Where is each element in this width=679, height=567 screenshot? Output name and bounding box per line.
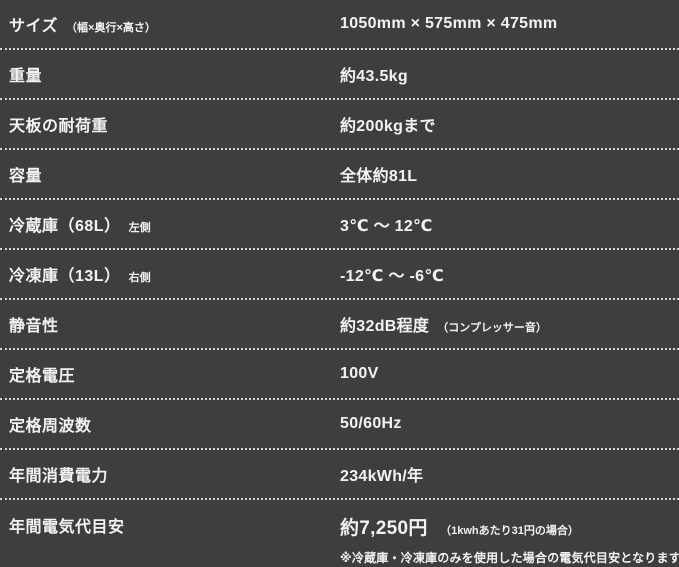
spec-value-cell: -12℃ ～ -6℃ bbox=[340, 262, 679, 286]
spec-label-note: 左側 bbox=[128, 222, 151, 234]
spec-row-annual-cost: 年間電気代目安 約7,250円 （1kwhあたり31円の場合） ※冷蔵庫・冷凍庫… bbox=[0, 500, 679, 567]
spec-label-cell: サイズ （幅×奥行×高さ） bbox=[0, 12, 340, 36]
spec-row-voltage: 定格電圧 100V bbox=[0, 350, 679, 400]
spec-row-weight: 重量 約43.5kg bbox=[0, 50, 679, 100]
spec-value-cell: 全体約81L bbox=[340, 162, 679, 186]
spec-label: 静音性 bbox=[9, 318, 59, 335]
spec-value-cell: 50/60Hz bbox=[340, 415, 679, 433]
spec-row-frequency: 定格周波数 50/60Hz bbox=[0, 400, 679, 450]
spec-label-note: （幅×奥行×高さ） bbox=[66, 22, 156, 34]
spec-label-cell: 冷凍庫（13L） 右側 bbox=[0, 262, 340, 286]
spec-label-cell: 容量 bbox=[0, 162, 340, 186]
spec-value: 全体約81L bbox=[340, 168, 418, 185]
spec-value: 1050mm × 575mm × 475mm bbox=[340, 15, 558, 32]
spec-value: -12℃ ～ -6℃ bbox=[340, 268, 444, 285]
spec-label-cell: 天板の耐荷重 bbox=[0, 112, 340, 136]
spec-label-cell: 冷蔵庫（68L） 左側 bbox=[0, 212, 340, 236]
spec-label: 定格周波数 bbox=[9, 418, 92, 435]
spec-value-cell: 234kWh/年 bbox=[340, 462, 679, 486]
spec-label-note: 右側 bbox=[128, 272, 151, 284]
spec-value: 約43.5kg bbox=[340, 68, 408, 85]
spec-row-load-capacity: 天板の耐荷重 約200kgまで bbox=[0, 100, 679, 150]
spec-label-cell: 年間電気代目安 bbox=[0, 513, 340, 537]
spec-row-annual-power: 年間消費電力 234kWh/年 bbox=[0, 450, 679, 500]
spec-value-cell: 約7,250円 （1kwhあたり31円の場合） ※冷蔵庫・冷凍庫のみを使用した場… bbox=[340, 513, 679, 566]
spec-value-note: （1kwhあたり31円の場合） bbox=[440, 525, 579, 537]
spec-label: 冷蔵庫（68L） bbox=[9, 218, 121, 235]
spec-label-cell: 定格電圧 bbox=[0, 362, 340, 386]
spec-label-cell: 定格周波数 bbox=[0, 412, 340, 436]
spec-label-cell: 年間消費電力 bbox=[0, 462, 340, 486]
spec-value-cell: 1050mm × 575mm × 475mm bbox=[340, 15, 679, 33]
spec-row-noise: 静音性 約32dB程度 （コンプレッサー音） bbox=[0, 300, 679, 350]
spec-value-line: 約7,250円 （1kwhあたり31円の場合） bbox=[340, 513, 679, 540]
spec-value-cell: 約200kgまで bbox=[340, 112, 679, 136]
spec-label: 重量 bbox=[9, 68, 43, 85]
spec-value: 234kWh/年 bbox=[340, 468, 424, 485]
spec-label: 定格電圧 bbox=[9, 368, 76, 385]
spec-value: 100V bbox=[340, 365, 379, 382]
spec-row-fridge: 冷蔵庫（68L） 左側 3℃ ～ 12℃ bbox=[0, 200, 679, 250]
spec-row-size: サイズ （幅×奥行×高さ） 1050mm × 575mm × 475mm bbox=[0, 0, 679, 50]
spec-footnote: ※冷蔵庫・冷凍庫のみを使用した場合の電気代目安となります。 bbox=[340, 551, 679, 565]
spec-row-capacity: 容量 全体約81L bbox=[0, 150, 679, 200]
spec-value: 3℃ ～ 12℃ bbox=[340, 218, 433, 235]
spec-label: 容量 bbox=[9, 168, 43, 185]
spec-value: 約32dB程度 bbox=[340, 318, 430, 335]
spec-value: 約7,250円 bbox=[340, 518, 428, 539]
spec-label-cell: 重量 bbox=[0, 62, 340, 86]
spec-label-cell: 静音性 bbox=[0, 312, 340, 336]
spec-value-cell: 約32dB程度 （コンプレッサー音） bbox=[340, 312, 679, 336]
spec-label: サイズ bbox=[9, 18, 59, 35]
spec-value: 約200kgまで bbox=[340, 118, 436, 135]
spec-label: 年間消費電力 bbox=[9, 468, 109, 485]
spec-label: 年間電気代目安 bbox=[9, 519, 125, 536]
spec-value-cell: 3℃ ～ 12℃ bbox=[340, 212, 679, 236]
spec-label: 冷凍庫（13L） bbox=[9, 268, 121, 285]
spec-row-freezer: 冷凍庫（13L） 右側 -12℃ ～ -6℃ bbox=[0, 250, 679, 300]
spec-value-note: （コンプレッサー音） bbox=[437, 322, 547, 334]
spec-label: 天板の耐荷重 bbox=[9, 118, 109, 135]
spec-value-cell: 約43.5kg bbox=[340, 62, 679, 86]
spec-value-cell: 100V bbox=[340, 365, 679, 383]
spec-value: 50/60Hz bbox=[340, 415, 402, 432]
